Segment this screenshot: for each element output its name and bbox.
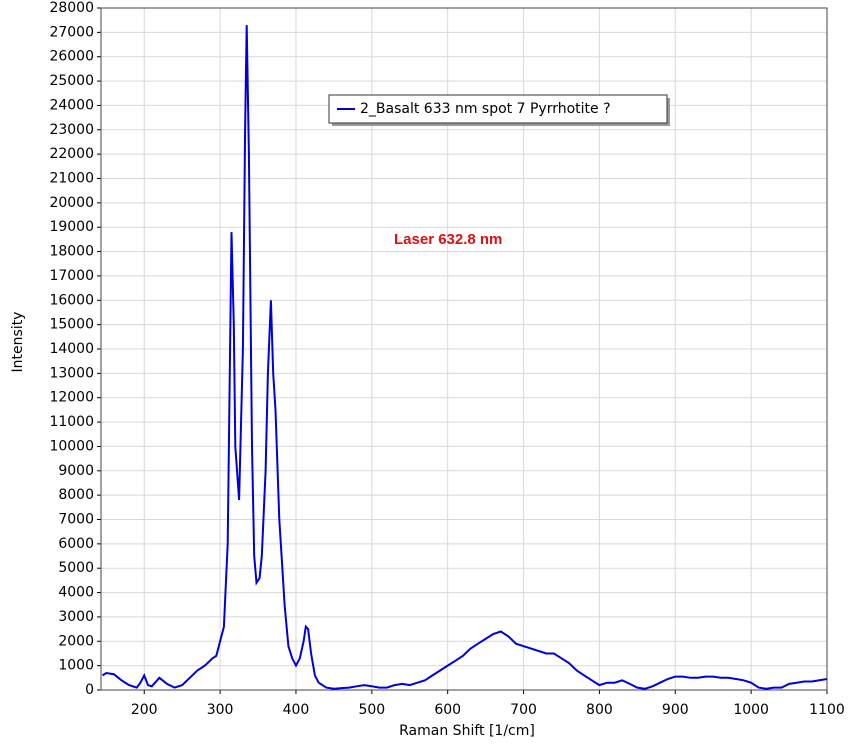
y-tick-label: 3000 xyxy=(58,609,94,625)
y-tick-label: 16000 xyxy=(49,292,94,308)
data-line xyxy=(101,25,828,690)
y-tick-label: 11000 xyxy=(49,414,94,430)
y-tick-label: 23000 xyxy=(49,122,94,138)
y-tick-label: 4000 xyxy=(58,585,94,601)
y-tick-label: 28000 xyxy=(49,0,94,16)
y-tick-label: 19000 xyxy=(49,219,94,235)
x-tick-label: 500 xyxy=(358,702,385,718)
x-tick-label: 600 xyxy=(434,702,461,718)
y-tick-label: 25000 xyxy=(49,73,94,89)
y-tick-label: 8000 xyxy=(58,487,94,503)
y-tick-label: 24000 xyxy=(49,97,94,113)
y-tick-label: 15000 xyxy=(49,317,94,333)
plot-frame xyxy=(100,7,828,691)
y-tick-label: 27000 xyxy=(49,24,94,40)
y-tick-label: 22000 xyxy=(49,146,94,162)
y-tick-label: 5000 xyxy=(58,560,94,576)
y-tick-label: 13000 xyxy=(49,365,94,381)
y-axis-label: Intensity xyxy=(10,312,26,373)
y-tick-label: 10000 xyxy=(49,438,94,454)
y-tick-label: 1000 xyxy=(58,658,94,674)
y-tick-label: 20000 xyxy=(49,195,94,211)
y-tick-label: 6000 xyxy=(58,536,94,552)
y-tick-label: 21000 xyxy=(49,171,94,187)
x-axis-label: Raman Shift [1/cm] xyxy=(399,723,535,739)
y-tick-label: 9000 xyxy=(58,463,94,479)
legend-box xyxy=(328,94,668,124)
x-tick-label: 700 xyxy=(510,702,537,718)
y-tick-label: 14000 xyxy=(49,341,94,357)
y-tick-label: 0 xyxy=(85,682,94,698)
y-tick-label: 7000 xyxy=(58,512,94,528)
x-tick-label: 300 xyxy=(207,702,234,718)
annotation: Laser 632.8 nm xyxy=(394,231,502,248)
legend-label: 2_Basalt 633 nm spot 7 Pyrrhotite ? xyxy=(360,101,611,117)
y-tick-label: 26000 xyxy=(49,49,94,65)
y-tick-label: 12000 xyxy=(49,390,94,406)
x-tick-label: 1000 xyxy=(733,702,769,718)
x-tick-label: 400 xyxy=(283,702,310,718)
y-tick-label: 2000 xyxy=(58,633,94,649)
x-tick-label: 200 xyxy=(131,702,158,718)
x-tick-label: 900 xyxy=(662,702,689,718)
y-tick-label: 17000 xyxy=(49,268,94,284)
x-tick-label: 1100 xyxy=(809,702,845,718)
y-tick-label: 18000 xyxy=(49,244,94,260)
x-tick-label: 800 xyxy=(586,702,613,718)
